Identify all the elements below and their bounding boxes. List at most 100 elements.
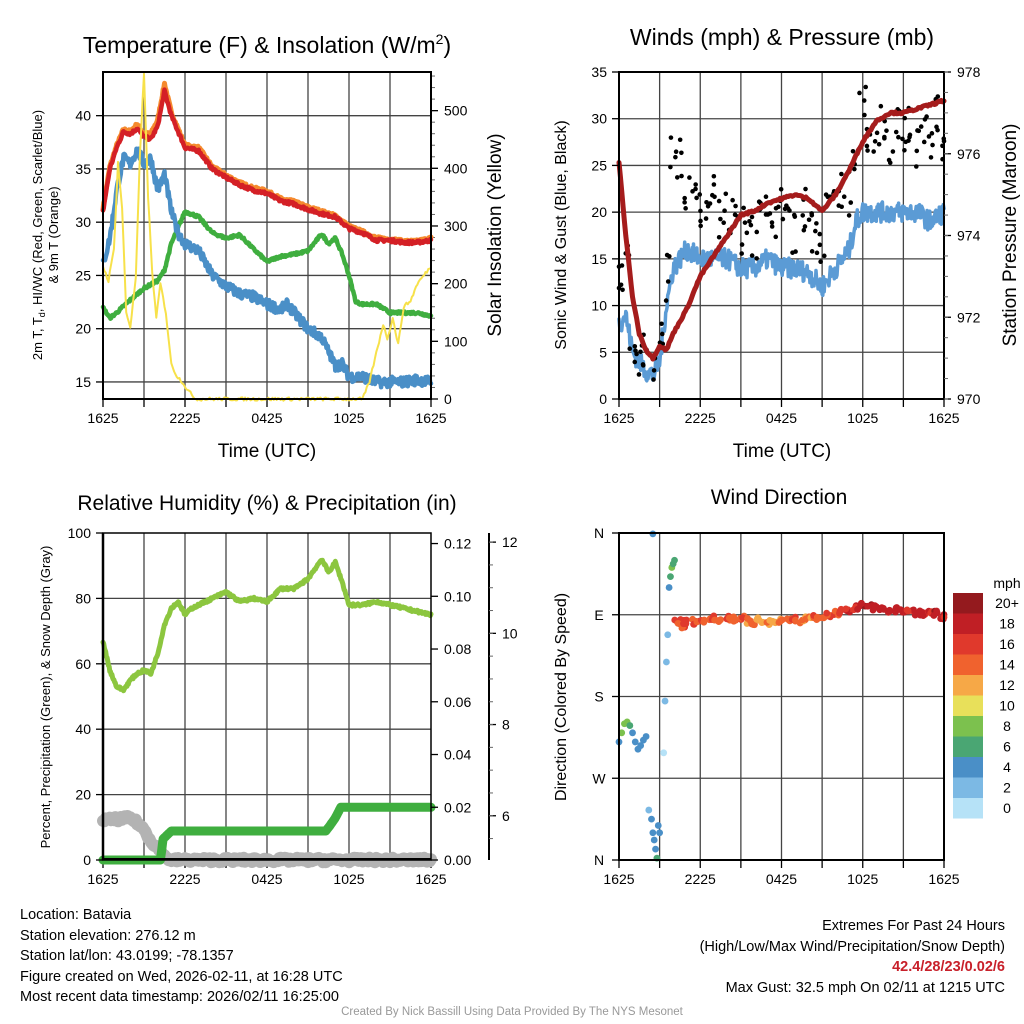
wind-direction-point: [858, 600, 865, 607]
gust-point: [846, 213, 852, 218]
gust-point: [876, 141, 882, 147]
x-tick-label: 1625: [603, 410, 634, 426]
y2-tick-label: 500: [444, 103, 468, 119]
legend-swatch: [953, 757, 983, 778]
wind-direction-point: [652, 845, 659, 853]
wind-direction-point: [662, 658, 670, 666]
y-axis-label: Sonic Wind & Gust (Blue, Black): [553, 120, 570, 349]
gust-point: [839, 171, 844, 177]
gust-point: [723, 191, 729, 197]
y-tick-label: 100: [68, 525, 92, 541]
y-tick-label: 15: [75, 374, 91, 390]
gust-point: [651, 377, 656, 382]
gust-point: [817, 231, 823, 237]
gust-point: [716, 198, 722, 204]
wind-direction-point: [649, 829, 657, 837]
legend-label: 6: [1003, 739, 1011, 755]
gust-point: [665, 279, 671, 284]
wind-direction-point: [618, 729, 626, 737]
gust-point: [918, 124, 924, 129]
gust-point: [921, 139, 927, 145]
gust-point: [778, 186, 784, 192]
y2-tick-label: 400: [444, 160, 468, 176]
x-tick-label: 1625: [415, 410, 446, 426]
y-tick-label: 80: [75, 590, 91, 606]
gust-point: [809, 213, 815, 218]
legend-label: 8: [1003, 718, 1011, 734]
gust-point: [763, 194, 769, 200]
gust-point: [902, 115, 908, 121]
gust-point: [742, 220, 748, 225]
gust-point: [739, 242, 745, 247]
gust-point: [769, 224, 775, 229]
gust-point: [703, 216, 709, 221]
x-tick-label: 1625: [928, 410, 959, 426]
gust-point: [914, 164, 919, 169]
gust-point: [882, 136, 887, 141]
x-axis-label: Time (UTC): [733, 441, 832, 462]
x-tick-label: 2225: [169, 871, 200, 887]
gust-point: [935, 127, 940, 133]
y2-axis-label: Solar Insolation (Yellow): [485, 133, 506, 336]
gust-point: [733, 203, 738, 209]
gust-point: [682, 200, 687, 205]
gust-point: [890, 149, 896, 154]
gust-point: [801, 227, 807, 233]
gust-point: [852, 166, 857, 172]
gust-point: [769, 220, 775, 225]
y-tick-label: 0: [599, 391, 607, 407]
wind-direction-point: [661, 697, 669, 705]
gust-point: [767, 211, 773, 216]
wind-direction-point: [637, 742, 645, 749]
latlon-text: Station lat/lon: 43.0199; -78.1357: [20, 948, 234, 964]
legend-label: 4: [1003, 759, 1011, 775]
wind-direction-point: [665, 584, 673, 591]
gust-point: [682, 195, 687, 201]
y-axis-label-line2: & 9m T (Orange): [46, 186, 61, 283]
title-text: Temperature (F) & Insolation (W/m: [83, 32, 436, 58]
x-tick-label: 2225: [169, 410, 200, 426]
credit-text: Created By Nick Bassill Using Data Provi…: [341, 1006, 683, 1018]
legend-label: 16: [999, 636, 1015, 652]
extremes-info: Extremes For Past 24 Hours (High/Low/Max…: [700, 916, 1005, 998]
series-dewpoint: [100, 146, 434, 390]
gust-point: [803, 186, 808, 192]
legend-title: mph: [993, 575, 1020, 591]
gust-point: [710, 192, 715, 198]
y-tick-label: N: [594, 852, 604, 868]
y2-tick-label: 0.04: [444, 747, 471, 763]
y-tick-label: 40: [75, 108, 91, 124]
gust-point: [749, 253, 755, 258]
speed-legend: mph 0 2 4 6 8 10 12 14 16 18 20+: [953, 575, 1021, 819]
gust-point: [705, 204, 711, 209]
gust-point: [620, 287, 625, 293]
y2-tick-label: 0.06: [444, 694, 471, 710]
gust-point: [721, 220, 727, 226]
series-heat-index-wind-chill: [100, 209, 434, 321]
y-tick-label: 25: [75, 267, 91, 283]
gust-point: [693, 186, 698, 192]
gust-point: [747, 219, 752, 224]
gust-point: [906, 138, 911, 143]
legend-swatch: [953, 593, 983, 614]
x-tick-label: 2225: [685, 871, 716, 887]
gust-point: [739, 251, 744, 256]
legend-label: 0: [1003, 800, 1011, 816]
gust-point: [861, 98, 867, 103]
wind-direction-point: [650, 836, 658, 844]
gust-point: [763, 212, 769, 217]
gust-point: [926, 134, 932, 139]
gust-point: [914, 148, 920, 154]
gust-point: [679, 150, 684, 156]
wind-direction-point: [748, 620, 756, 628]
y2-tick-label: 0.00: [444, 852, 471, 868]
wind-direction-point: [904, 607, 912, 615]
panel-3: 1625 2225 0425 1025 1625 Relative Humidity (%…: [38, 492, 518, 887]
y-tick-label: 15: [591, 251, 607, 267]
gust-point: [886, 157, 892, 163]
created-text: Figure created on Wed, 2026-02-11, at 16…: [20, 968, 343, 985]
gust-point: [928, 155, 934, 160]
gust-point: [790, 250, 795, 255]
gust-point: [865, 148, 870, 153]
